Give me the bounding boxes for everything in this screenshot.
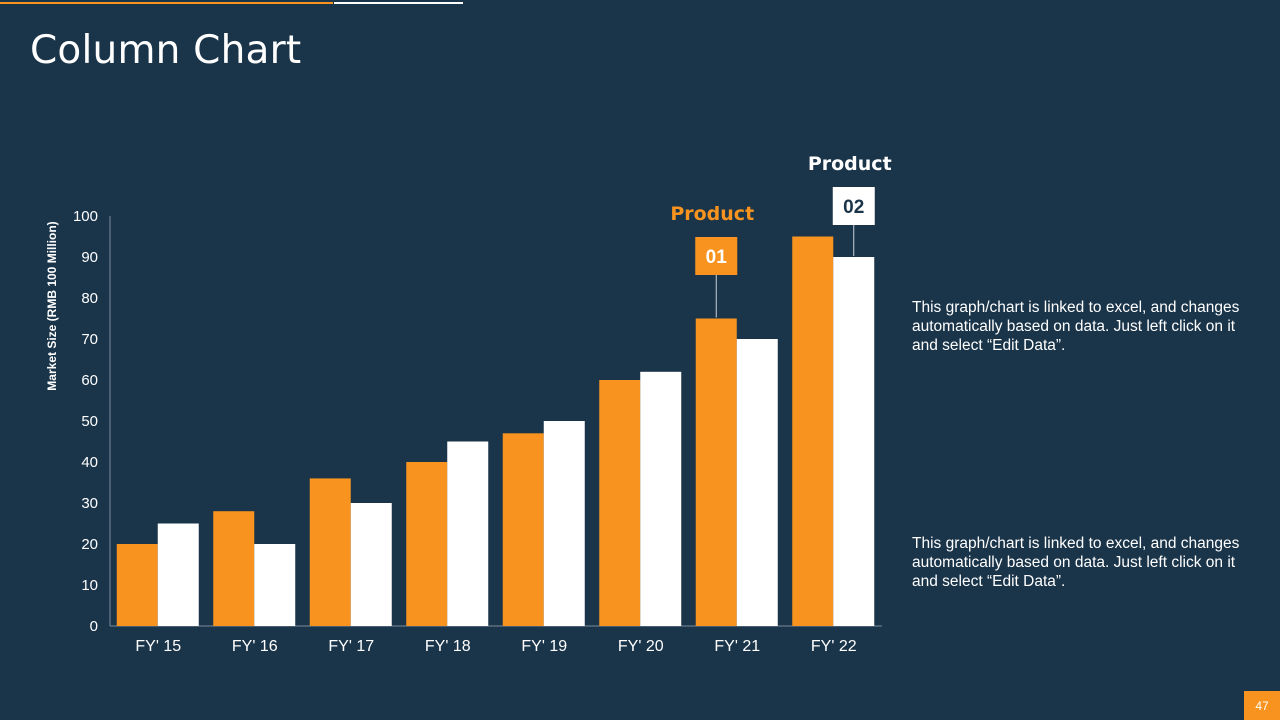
y-tick-label: 70 xyxy=(81,331,98,348)
bar-product-02 xyxy=(736,339,778,626)
bar-product-02 xyxy=(640,371,682,626)
bar-product-01 xyxy=(502,433,544,626)
y-tick-label: 100 xyxy=(73,208,98,225)
bar-product-02 xyxy=(833,257,875,626)
x-tick-label: FY' 22 xyxy=(811,638,857,655)
y-tick-label: 50 xyxy=(81,413,98,430)
callout-number-01: 01 xyxy=(706,247,728,268)
y-tick-label: 10 xyxy=(81,577,98,594)
x-tick-label: FY' 16 xyxy=(232,638,278,655)
top-accent-orange xyxy=(0,2,333,4)
bar-product-01 xyxy=(599,380,641,626)
x-tick-label: FY' 18 xyxy=(425,638,471,655)
callout-number-02: 02 xyxy=(843,197,864,218)
callout-title-product-01: Product xyxy=(670,203,754,225)
y-tick-label: 80 xyxy=(81,290,98,307)
caption-text-1: This graph/chart is linked to excel, and… xyxy=(912,299,1240,354)
page-title: Column Chart xyxy=(30,28,302,73)
x-tick-label: FY' 21 xyxy=(714,638,760,655)
bar-product-02 xyxy=(254,544,296,626)
x-tick-label: FY' 19 xyxy=(521,638,567,655)
callout-box-product-02 xyxy=(832,187,875,225)
y-axis-title: Market Size (RMB 100 Million) xyxy=(45,221,59,390)
bar-product-01 xyxy=(406,462,448,626)
caption-text-2: This graph/chart is linked to excel, and… xyxy=(912,535,1240,590)
x-tick-label: FY' 15 xyxy=(135,638,181,655)
y-tick-label: 90 xyxy=(81,249,98,266)
y-tick-label: 40 xyxy=(81,454,98,471)
x-tick-label: FY' 17 xyxy=(328,638,374,655)
bar-product-02 xyxy=(543,421,585,626)
bar-product-01 xyxy=(116,544,158,626)
y-tick-label: 30 xyxy=(81,495,98,512)
callout-box-product-01 xyxy=(695,237,738,275)
bar-product-02 xyxy=(447,441,489,626)
top-accent-white xyxy=(334,2,463,4)
callout-title-product-02: Product xyxy=(808,153,892,175)
bar-product-01 xyxy=(792,236,834,626)
bar-product-02 xyxy=(350,503,392,626)
page-number: 47 xyxy=(1244,691,1280,720)
y-tick-label: 0 xyxy=(90,618,98,635)
bar-product-01 xyxy=(695,318,737,626)
bar-product-01 xyxy=(213,511,255,626)
x-tick-label: FY' 20 xyxy=(618,638,664,655)
y-tick-label: 20 xyxy=(81,536,98,553)
bar-product-01 xyxy=(309,478,351,626)
bar-product-02 xyxy=(157,523,199,626)
y-tick-label: 60 xyxy=(81,372,98,389)
